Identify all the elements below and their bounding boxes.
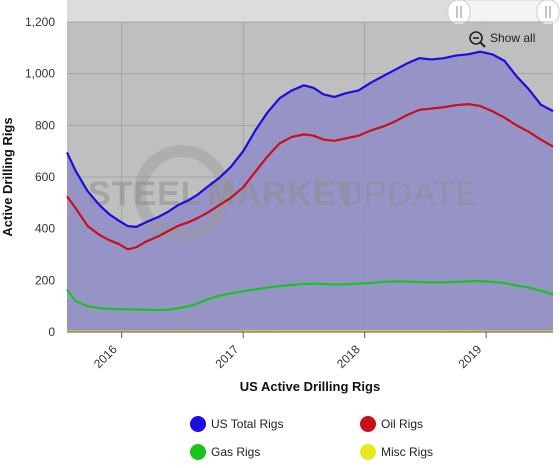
legend-label-misc-rigs: Misc Rigs [381,445,433,459]
x-axis-ticks: 2016 2017 2018 2019 [91,332,487,371]
legend-label-gas-rigs: Gas Rigs [211,445,260,459]
watermark-word-steel: STEEL [88,175,203,213]
y-tick-label: 600 [35,170,55,184]
x-axis-title: US Active Drilling Rigs [240,379,380,394]
range-handle-right[interactable] [536,0,560,25]
area-us-total-rigs [67,51,553,332]
legend-label-us-total-rigs: US Total Rigs [211,417,283,431]
x-tick-label: 2018 [334,342,363,371]
y-tick-label: 200 [35,273,55,287]
x-tick-label: 2019 [456,342,485,371]
series-areas [67,51,553,332]
legend-marker-misc-rigs [360,444,376,460]
y-tick-label: 0 [48,325,55,339]
range-navigator-track[interactable] [67,0,553,22]
range-handle-left[interactable] [447,0,471,25]
show-all-label: Show all [490,31,535,45]
watermark-word-update: UPDATE [338,175,479,213]
legend-marker-oil-rigs [360,416,376,432]
legend-label-oil-rigs: Oil Rigs [381,417,423,431]
y-tick-label: 1,200 [25,15,55,29]
series-lines [66,50,554,333]
y-axis-title: Active Drilling Rigs [0,117,15,236]
x-tick-label: 2017 [213,342,242,371]
y-tick-label: 800 [35,118,55,132]
y-tick-label: 400 [35,222,55,236]
line-oil-rigs [66,103,554,251]
legend: US Total Rigs Oil Rigs Gas Rigs Misc Rigs [190,416,433,460]
legend-marker-us-total-rigs [190,416,206,432]
legend-item-us-total-rigs[interactable]: US Total Rigs [190,416,283,432]
x-tick-label: 2016 [91,342,120,371]
line-gas-rigs [66,280,554,312]
legend-item-gas-rigs[interactable]: Gas Rigs [190,444,260,460]
y-tick-label: 1,000 [25,67,55,81]
watermark-word-market: MARKET [207,175,358,213]
line-us-total-rigs [66,50,554,228]
watermark-logo: STEEL MARKET UPDATE [88,145,479,241]
zoom-out-icon [469,31,486,48]
y-axis-ticks: 0 200 400 600 800 1,000 1,200 [25,15,55,339]
legend-item-misc-rigs[interactable]: Misc Rigs [360,444,433,460]
legend-marker-gas-rigs [190,444,206,460]
legend-item-oil-rigs[interactable]: Oil Rigs [360,416,423,432]
show-all-button[interactable]: Show all [462,26,546,50]
